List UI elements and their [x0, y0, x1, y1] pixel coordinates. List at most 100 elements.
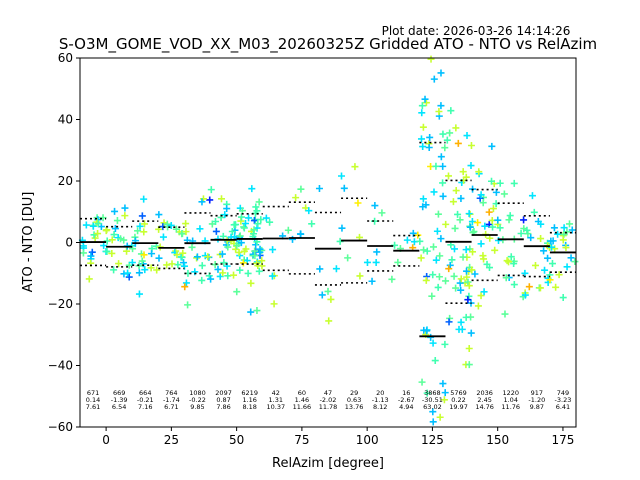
data-point: [153, 266, 161, 274]
bin-std-label: 8.18: [242, 403, 256, 411]
data-point: [475, 168, 483, 176]
data-point: [505, 258, 513, 266]
bin-mean-label: 0.22: [451, 396, 465, 404]
bin-std-label: 11.76: [501, 403, 520, 411]
data-point: [468, 266, 476, 274]
data-point: [431, 357, 439, 365]
data-point: [237, 239, 245, 247]
data-point: [541, 266, 549, 274]
bin-mean-label: -1.13: [372, 396, 389, 404]
data-point: [252, 203, 260, 211]
data-point: [243, 257, 251, 265]
bin-std-label: 6.54: [112, 403, 126, 411]
data-point: [228, 227, 236, 235]
data-point: [465, 210, 473, 218]
data-point: [87, 252, 95, 260]
data-point: [430, 243, 437, 251]
data-point: [184, 301, 192, 309]
bin-mean-label: 0.14: [86, 396, 100, 404]
data-point: [179, 249, 187, 257]
data-point: [446, 261, 454, 269]
bin-mean-label: -2.02: [320, 396, 337, 404]
data-point: [474, 302, 482, 310]
data-point: [422, 276, 430, 284]
y-tick-label: 0: [65, 236, 73, 250]
data-point: [417, 254, 425, 262]
data-point: [463, 273, 471, 281]
bin-mean-label: -1.20: [528, 396, 545, 404]
bin-std-label: 13.76: [345, 403, 364, 411]
data-point: [113, 217, 121, 225]
data-point: [240, 247, 248, 255]
data-point: [135, 290, 143, 298]
data-point: [429, 408, 437, 416]
bin-std-label: 11.78: [319, 403, 338, 411]
data-point: [432, 256, 440, 264]
data-point: [356, 272, 364, 280]
y-tick-label: 40: [58, 113, 73, 127]
data-point: [255, 198, 263, 206]
bin-count-label: 16: [402, 389, 410, 397]
data-point: [459, 168, 467, 176]
data-point: [437, 102, 445, 110]
data-point: [163, 261, 171, 269]
data-point: [462, 246, 470, 254]
data-point: [465, 292, 473, 300]
data-point: [248, 185, 256, 193]
data-point: [546, 276, 554, 284]
data-point: [216, 272, 224, 280]
bin-std-label: 7.61: [86, 403, 100, 411]
data-point: [550, 224, 558, 232]
data-point: [140, 195, 148, 203]
data-point: [292, 194, 300, 202]
y-tick-label: −20: [48, 297, 73, 311]
data-point: [483, 260, 491, 268]
bin-mean-label: -3.23: [555, 396, 572, 404]
data-point: [308, 220, 316, 228]
bin-mean-label: 1.04: [503, 396, 517, 404]
data-point: [256, 248, 264, 256]
bin-mean-label: -1.39: [111, 396, 128, 404]
data-point: [269, 246, 277, 254]
bin-mean-label: 1.31: [269, 396, 283, 404]
y-axis: −60 −40 −20 0 20 40 60: [48, 51, 80, 434]
data-point: [103, 237, 111, 245]
data-point: [315, 184, 323, 192]
data-point: [108, 249, 116, 257]
data-point: [439, 130, 447, 138]
data-point: [548, 243, 556, 251]
x-tick-label: 0: [102, 433, 110, 447]
bin-statistics: [80, 141, 576, 338]
bin-count-label: 1220: [502, 389, 519, 397]
data-point: [464, 278, 472, 286]
data-point: [232, 245, 240, 253]
bin-mean-label: 0.87: [216, 396, 230, 404]
bin-std-label: 6.41: [556, 403, 570, 411]
data-point: [537, 235, 545, 243]
data-point: [436, 252, 444, 260]
data-point: [496, 179, 504, 187]
data-point: [416, 237, 424, 245]
data-point: [305, 207, 313, 215]
data-point: [465, 282, 473, 290]
data-point: [422, 201, 430, 209]
data-point: [212, 218, 220, 226]
data-point: [531, 261, 539, 269]
data-point: [138, 257, 146, 265]
data-point: [193, 253, 201, 261]
x-axis: 0 25 50 75 100 125 150 175: [102, 427, 574, 447]
data-point: [445, 318, 453, 326]
data-point: [485, 208, 493, 216]
data-point: [481, 222, 489, 230]
data-point: [224, 243, 232, 251]
data-point: [296, 230, 304, 238]
data-point: [124, 269, 132, 277]
bin-count-label: 664: [139, 389, 151, 397]
bin-count-label: 2036: [476, 389, 493, 397]
data-point: [429, 271, 437, 279]
data-point: [488, 142, 496, 150]
data-point: [430, 75, 438, 83]
data-point: [134, 227, 142, 235]
data-point: [566, 220, 574, 228]
data-point: [140, 251, 148, 259]
